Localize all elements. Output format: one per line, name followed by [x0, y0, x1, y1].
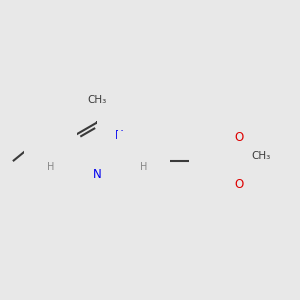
Text: F: F [299, 181, 300, 194]
Text: NH: NH [134, 148, 152, 162]
Text: CH₃: CH₃ [87, 95, 106, 105]
Text: NH: NH [42, 148, 59, 161]
Text: NH: NH [207, 148, 224, 161]
Text: O: O [234, 131, 243, 145]
Text: S: S [234, 154, 243, 168]
Text: H: H [140, 162, 147, 172]
Text: O: O [234, 178, 243, 191]
Text: H: H [212, 161, 219, 171]
Text: CH₃: CH₃ [251, 151, 271, 161]
Text: N: N [115, 129, 124, 142]
Text: N: N [93, 167, 101, 181]
Text: H: H [47, 162, 54, 172]
